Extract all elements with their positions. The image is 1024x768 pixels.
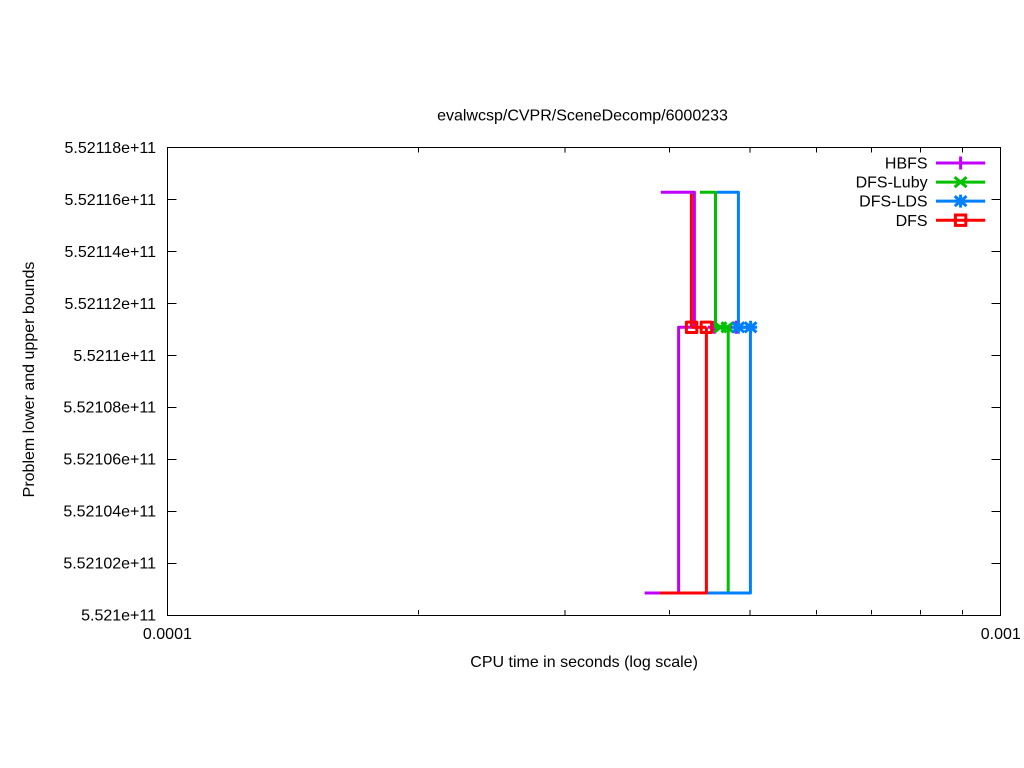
svg-text:5.52118e+11: 5.52118e+11 [65, 140, 157, 157]
svg-text:5.5211e+11: 5.5211e+11 [73, 348, 156, 365]
svg-text:CPU time in seconds (log scale: CPU time in seconds (log scale) [470, 654, 698, 671]
svg-text:DFS-LDS: DFS-LDS [859, 194, 927, 211]
svg-text:evalwcsp/CVPR/SceneDecomp/6000: evalwcsp/CVPR/SceneDecomp/6000233 [437, 107, 728, 124]
svg-text:5.52104e+11: 5.52104e+11 [63, 504, 156, 521]
svg-text:5.52112e+11: 5.52112e+11 [65, 296, 157, 313]
svg-text:5.52106e+11: 5.52106e+11 [63, 452, 156, 469]
svg-text:5.52108e+11: 5.52108e+11 [63, 400, 156, 417]
svg-text:Problem lower and upper bounds: Problem lower and upper bounds [21, 262, 38, 498]
svg-text:5.52102e+11: 5.52102e+11 [63, 555, 156, 572]
svg-text:DFS-Luby: DFS-Luby [856, 175, 928, 192]
svg-text:HBFS: HBFS [885, 156, 928, 173]
svg-text:0.0001: 0.0001 [143, 626, 192, 643]
svg-text:5.52114e+11: 5.52114e+11 [65, 244, 157, 261]
svg-text:5.521e+11: 5.521e+11 [81, 607, 156, 624]
svg-text:5.52116e+11: 5.52116e+11 [65, 192, 157, 209]
svg-text:0.001: 0.001 [981, 626, 1021, 643]
svg-text:DFS: DFS [896, 213, 928, 230]
